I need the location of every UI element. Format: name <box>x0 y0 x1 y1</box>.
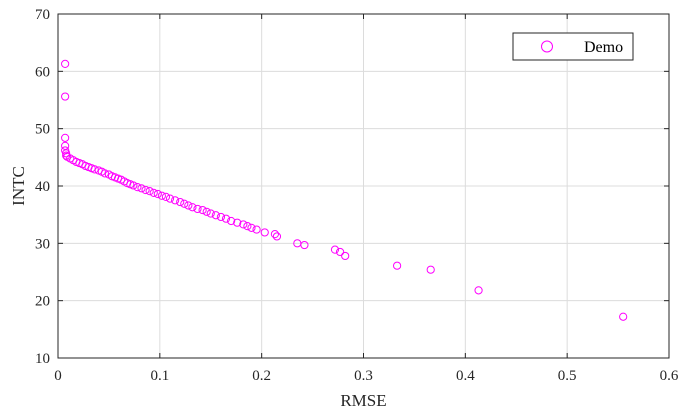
data-point <box>100 169 109 178</box>
data-point <box>133 183 142 192</box>
data-point <box>243 222 252 231</box>
data-point <box>341 251 350 261</box>
data-point <box>62 149 71 158</box>
data-point <box>90 165 99 174</box>
y-tick-label: 30 <box>35 236 50 252</box>
x-tick-label: 0.6 <box>660 368 679 384</box>
data-point <box>188 203 197 212</box>
data-point <box>176 197 185 207</box>
data-point <box>161 192 171 201</box>
y-tick-label: 10 <box>35 351 50 367</box>
data-point <box>270 230 280 239</box>
x-tick-label: 0.4 <box>456 368 475 384</box>
x-axis-label: RMSE <box>340 391 386 410</box>
x-tick-label: 0.1 <box>150 368 169 384</box>
data-point <box>165 194 175 203</box>
x-tick-label: 0.2 <box>252 368 271 384</box>
x-tick-label: 0.3 <box>354 368 373 384</box>
data-point <box>247 223 256 232</box>
data-point <box>184 201 193 210</box>
legend-label: Demo <box>584 39 623 56</box>
data-point <box>145 187 154 196</box>
data-point <box>61 59 70 68</box>
data-point <box>206 209 215 218</box>
legend-box <box>512 32 634 61</box>
y-tick-label: 70 <box>35 7 50 23</box>
data-point <box>153 189 162 199</box>
data-point <box>393 261 402 270</box>
legend: Demo <box>512 32 634 61</box>
data-point <box>216 212 226 222</box>
data-point <box>272 232 282 241</box>
data-point <box>619 312 628 321</box>
data-point <box>260 228 269 237</box>
y-tick-label: 60 <box>35 64 50 80</box>
data-point <box>474 286 483 295</box>
data-point <box>221 214 231 223</box>
grid-lines <box>58 14 669 358</box>
y-axis-label: INTC <box>9 166 28 206</box>
data-point <box>180 199 189 208</box>
data-point <box>171 196 180 205</box>
data-point <box>335 247 345 257</box>
data-point <box>211 211 220 220</box>
data-point <box>62 151 71 160</box>
x-tick-label: 0.5 <box>558 368 577 384</box>
data-point <box>198 205 207 215</box>
data-point <box>252 225 261 234</box>
data-point <box>157 191 166 200</box>
y-tick-label: 50 <box>35 122 50 138</box>
y-tick-label: 20 <box>35 294 50 310</box>
data-points <box>61 59 628 321</box>
data-point <box>141 185 150 195</box>
data-point <box>129 181 138 190</box>
data-point <box>193 204 202 214</box>
data-point <box>202 207 211 216</box>
x-tick-label: 0 <box>54 368 62 384</box>
data-point <box>61 133 70 142</box>
data-point <box>227 216 236 226</box>
data-point <box>233 218 242 227</box>
data-point <box>137 184 146 193</box>
legend-marker-icon <box>541 40 553 53</box>
axis-ticks: 0 0.1 0.2 0.3 0.4 0.5 0.6 10 20 30 40 50 60 70 <box>35 7 679 384</box>
data-point <box>149 188 158 197</box>
y-tick-label: 40 <box>35 179 50 195</box>
data-point <box>239 220 248 229</box>
data-point <box>330 245 340 254</box>
data-point <box>300 240 309 250</box>
data-point <box>61 92 70 101</box>
data-point <box>426 265 435 274</box>
